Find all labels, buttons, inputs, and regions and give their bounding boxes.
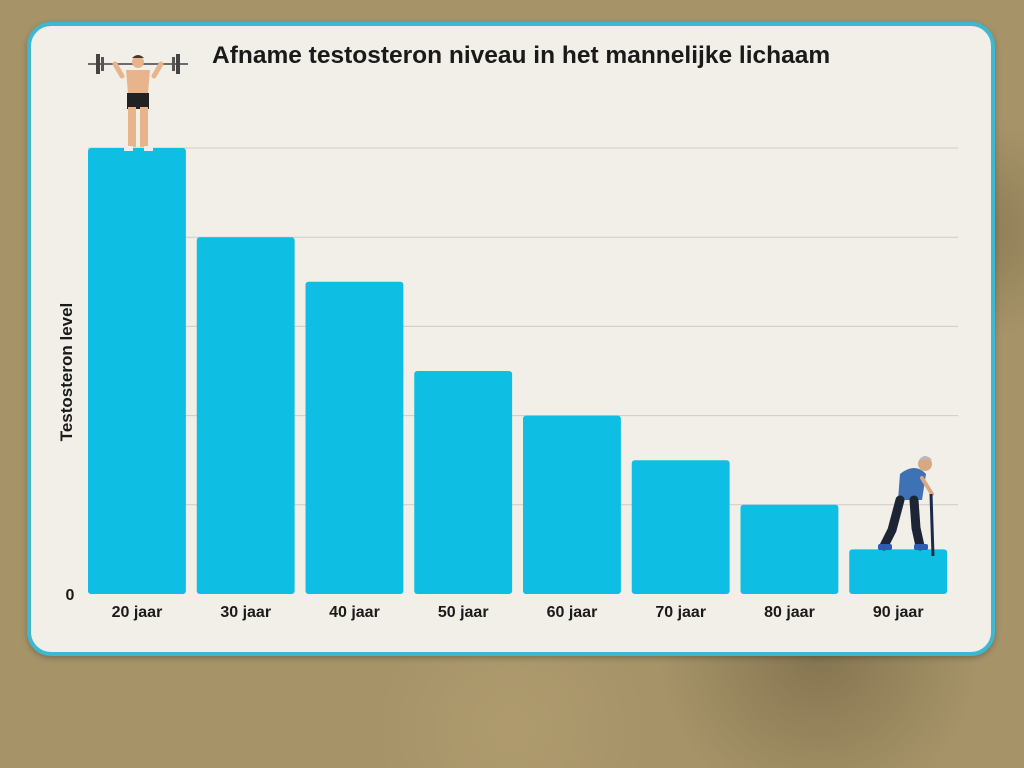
y-tick-label: 0 [66, 587, 75, 604]
bar-30-jaar [196, 237, 295, 594]
x-tick-label: 60 jaar [547, 604, 598, 621]
weightlifter-icon [88, 54, 188, 151]
x-tick-label: 80 jaar [764, 604, 815, 621]
x-tick-label: 50 jaar [438, 604, 489, 621]
x-tick-label: 40 jaar [329, 604, 380, 621]
chart-title: Afname testosteron niveau in het manneli… [212, 42, 831, 69]
x-tick-label: 30 jaar [220, 604, 271, 621]
bar-40-jaar [305, 281, 404, 594]
bar-70-jaar [631, 460, 730, 594]
bar-50-jaar [414, 371, 513, 594]
bar-60-jaar [523, 415, 621, 594]
bar-20-jaar [88, 148, 186, 594]
bar-90-jaar [849, 549, 948, 594]
bar-80-jaar [740, 504, 839, 594]
x-tick-label: 70 jaar [655, 604, 706, 621]
x-tick-label: 20 jaar [112, 604, 163, 621]
elderly-man-with-cane-icon [878, 456, 935, 557]
x-tick-label: 90 jaar [873, 604, 924, 621]
